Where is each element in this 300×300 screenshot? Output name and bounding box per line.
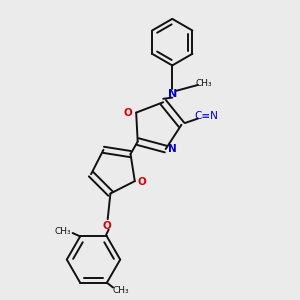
Text: O: O [103,221,111,231]
Text: C≡N: C≡N [194,111,218,121]
Text: N: N [168,88,177,98]
Text: CH₃: CH₃ [196,79,212,88]
Text: CH₃: CH₃ [112,286,129,295]
Text: O: O [124,108,132,118]
Text: N: N [168,144,177,154]
Text: O: O [138,177,147,187]
Text: CH₃: CH₃ [55,227,71,236]
